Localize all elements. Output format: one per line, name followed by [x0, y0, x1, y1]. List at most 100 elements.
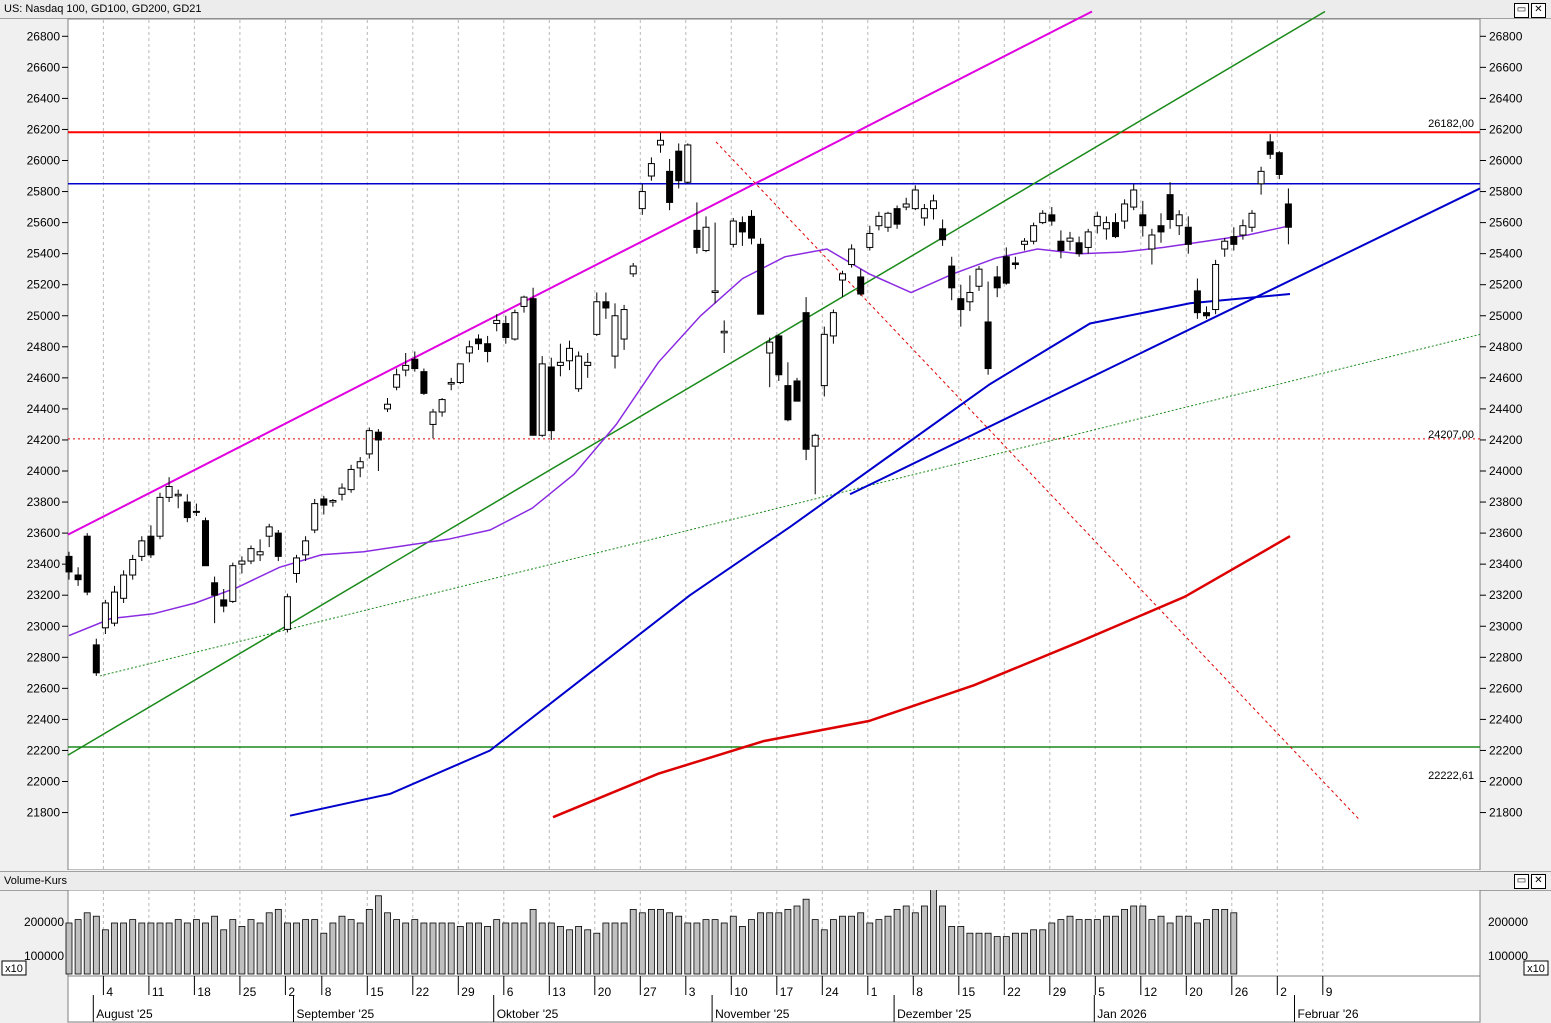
- volume-bar: [1130, 905, 1138, 975]
- candle-body: [1030, 225, 1038, 242]
- restore-icon[interactable]: ▭: [1514, 874, 1529, 889]
- candle-body: [320, 498, 328, 506]
- y-tick-label: 24200: [27, 433, 61, 447]
- candle-body: [393, 374, 401, 388]
- y-tick-label: 23800: [1489, 495, 1523, 509]
- candle-body: [547, 366, 555, 432]
- volume-bar: [156, 922, 164, 975]
- y-tick-label: 26200: [27, 122, 61, 136]
- candle-body: [402, 364, 410, 371]
- candle-body: [1212, 264, 1220, 311]
- volume-bar: [866, 922, 874, 975]
- date-tick-label: 12: [1144, 985, 1158, 999]
- date-tick-label: 24: [825, 985, 839, 999]
- volume-bar: [529, 908, 537, 975]
- volume-bar: [465, 922, 473, 975]
- volume-chart[interactable]: 200000 100000 200000 100000 x10 x10 4 11 1…: [0, 890, 1551, 1023]
- close-icon[interactable]: ✕: [1531, 874, 1546, 889]
- date-tick-label: 29: [461, 985, 475, 999]
- month-label: Dezember '25: [897, 1007, 972, 1021]
- volume-bar: [129, 919, 137, 975]
- volume-bar: [711, 919, 719, 975]
- volume-bar: [948, 926, 956, 975]
- date-tick-label: 27: [643, 985, 657, 999]
- volume-bar: [1166, 922, 1174, 975]
- candle-body: [147, 535, 155, 556]
- volume-bar: [811, 919, 819, 975]
- volume-tick-200000-right: 200000: [1488, 915, 1528, 929]
- candle-body: [684, 144, 692, 183]
- date-tick-label: 15: [962, 985, 976, 999]
- candle-body: [1248, 212, 1256, 228]
- candle-body: [156, 496, 164, 537]
- level-label-support-low: 22222,61: [1428, 770, 1474, 782]
- candle-body: [629, 265, 637, 275]
- candle-body: [1002, 256, 1010, 284]
- candle-body: [329, 499, 337, 503]
- candle-body: [1257, 170, 1265, 185]
- candle-body: [1221, 240, 1229, 250]
- volume-bar: [893, 908, 901, 975]
- candle-body: [584, 361, 592, 366]
- candle-body: [875, 215, 883, 227]
- y-tick-label: 25200: [27, 278, 61, 292]
- close-icon[interactable]: ✕: [1531, 3, 1546, 18]
- candle-body: [220, 599, 228, 607]
- candle-body: [1048, 214, 1056, 222]
- candle-body: [748, 215, 755, 239]
- candle-body: [1230, 236, 1238, 245]
- volume-bar: [993, 936, 1001, 975]
- volume-bar: [1121, 908, 1128, 975]
- candle-body: [666, 170, 674, 203]
- volume-bar: [657, 908, 664, 975]
- date-tick-label: 17: [780, 985, 794, 999]
- green-dotted-trend: [99, 333, 1481, 677]
- y-tick-label: 25200: [1489, 278, 1523, 292]
- volume-multiplier-right: x10: [1527, 963, 1545, 975]
- date-tick-label: 9: [1326, 985, 1333, 999]
- date-tick-label: 29: [1053, 985, 1067, 999]
- candle-body: [1021, 240, 1028, 245]
- volume-bar: [283, 922, 291, 975]
- volume-bar: [320, 932, 328, 975]
- candle-body: [1084, 231, 1092, 248]
- volume-bar: [220, 929, 228, 975]
- volume-title: Volume-Kurs: [4, 875, 67, 887]
- candle-body: [657, 139, 664, 146]
- chart-title: US: Nasdaq 100, GD100, GD200, GD21: [4, 3, 202, 15]
- date-tick-label: 2: [1280, 985, 1287, 999]
- candle-body: [265, 526, 273, 537]
- y-tick-label: 24000: [27, 464, 61, 478]
- volume-bar: [111, 922, 118, 975]
- volume-bar: [984, 932, 992, 975]
- y-tick-label: 22400: [1489, 712, 1523, 726]
- candle-body: [720, 330, 728, 334]
- candle-body: [984, 321, 992, 370]
- candle-body: [1157, 225, 1165, 233]
- date-tick-label: 1: [871, 985, 878, 999]
- y-tick-label: 25800: [1489, 185, 1523, 199]
- candle-body: [1203, 312, 1210, 317]
- volume-bar: [1048, 922, 1056, 975]
- candle-body: [993, 276, 1001, 289]
- y-tick-label: 23400: [27, 557, 61, 571]
- candle-body: [293, 557, 300, 574]
- volume-bar: [1084, 919, 1092, 975]
- volume-bar: [65, 922, 73, 975]
- y-tick-label: 26000: [27, 154, 61, 168]
- candle-body: [1102, 222, 1110, 230]
- y-tick-label: 22000: [1489, 775, 1523, 789]
- candle-body: [111, 591, 118, 624]
- volume-bar: [1184, 915, 1192, 975]
- restore-icon[interactable]: ▭: [1514, 3, 1529, 18]
- candle-body: [456, 363, 464, 384]
- y-tick-label: 23600: [27, 526, 61, 540]
- price-chart[interactable]: 26800 26800 26600 26600 26400 26400 26200 26200…: [0, 0, 1551, 870]
- date-tick-label: 26: [1235, 985, 1249, 999]
- volume-bar: [675, 915, 683, 975]
- y-tick-label: 24800: [1489, 340, 1523, 354]
- y-tick-label: 25000: [27, 309, 61, 323]
- candle-body: [675, 150, 683, 182]
- volume-bar: [939, 905, 946, 975]
- month-label: September '25: [297, 1007, 375, 1021]
